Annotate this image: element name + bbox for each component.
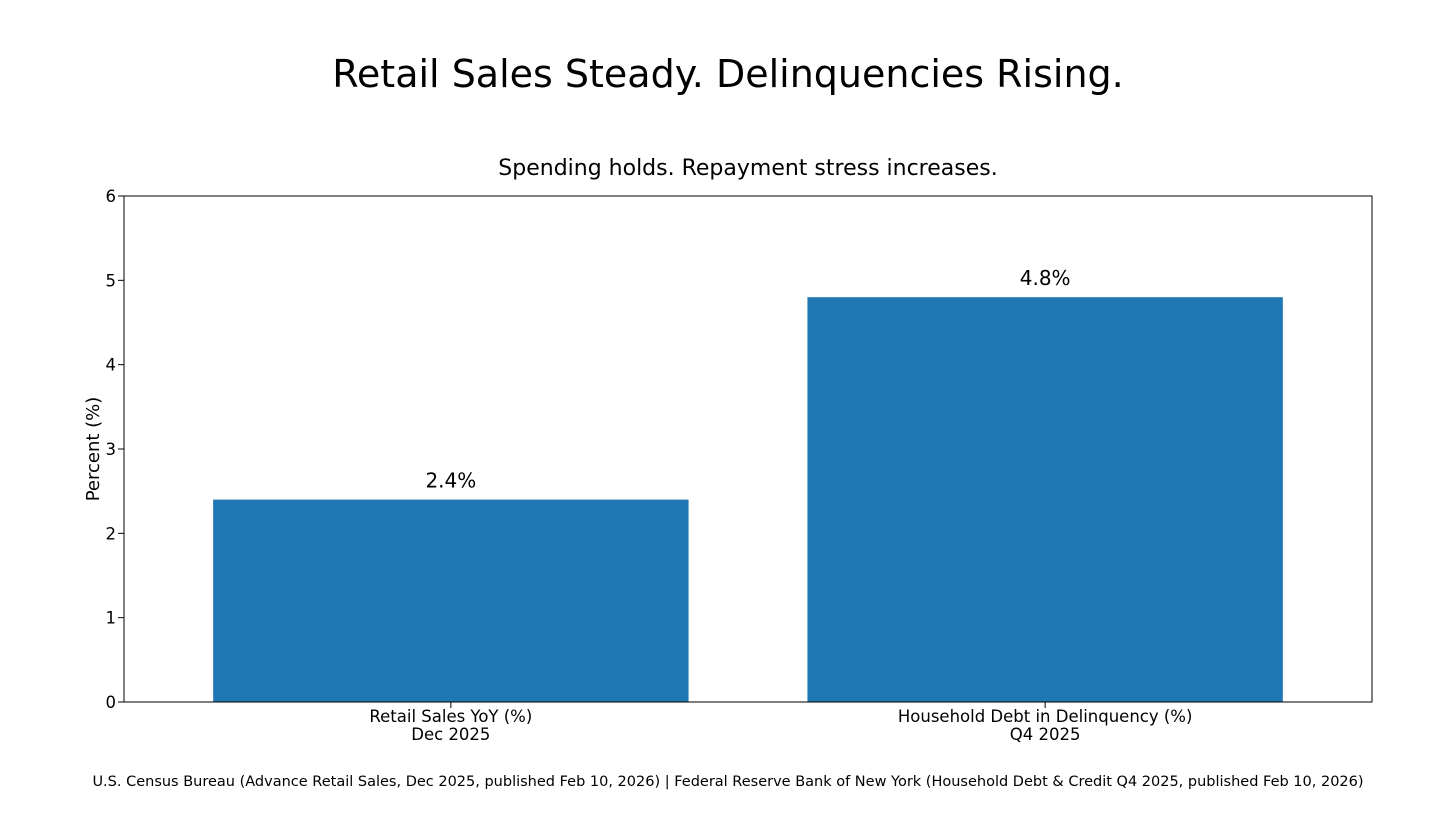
x-tick-label: Retail Sales YoY (%) [369,707,532,726]
bar-data-label: 4.8% [1020,266,1071,290]
y-tick-label: 0 [106,693,117,712]
chart-suptitle: Retail Sales Steady. Delinquencies Risin… [332,52,1124,96]
y-tick-label: 3 [106,440,117,459]
ticks-layer: Retail Sales YoY (%)Dec 2025 Household De… [106,187,1193,744]
y-tick-label: 2 [106,524,117,543]
bar [213,499,689,702]
x-tick-label: Household Debt in Delinquency (%) [898,707,1193,726]
chart-subtitle: Spending holds. Repayment stress increas… [498,156,997,181]
source-note: U.S. Census Bureau (Advance Retail Sales… [92,774,1363,790]
x-tick-label-sub: Q4 2025 [1010,725,1081,744]
y-tick-label: 6 [106,187,117,206]
y-tick-label: 5 [106,271,117,290]
y-tick-label: 1 [106,609,117,628]
bar-data-label: 2.4% [425,469,476,493]
y-axis-label: Percent (%) [83,397,104,502]
bars-layer: 2.4% 4.8% [213,266,1283,702]
bar [807,297,1283,702]
plot-frame [123,195,1373,703]
y-tick-label: 4 [106,356,117,375]
x-tick-label-sub: Dec 2025 [411,725,490,744]
